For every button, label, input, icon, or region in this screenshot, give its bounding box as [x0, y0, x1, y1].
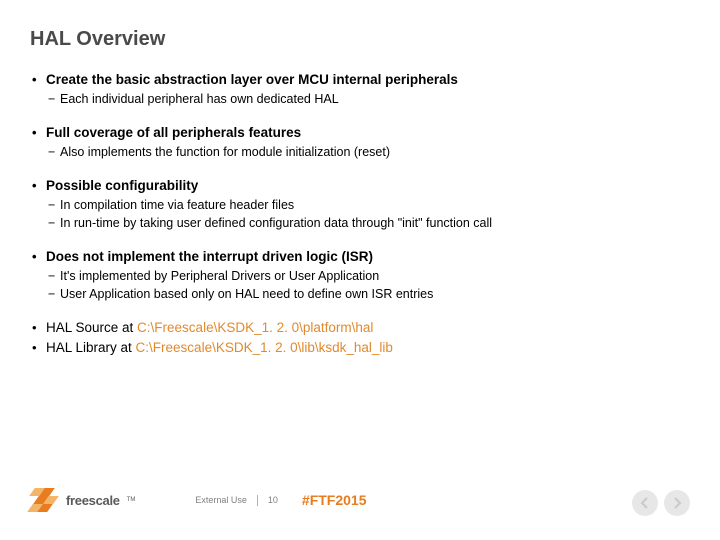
bullet-l1: Possible configurability — [30, 177, 690, 195]
path-prefix: HAL Source at — [46, 320, 137, 335]
trademark: TM — [127, 497, 136, 503]
nav-controls — [632, 490, 690, 516]
bullet-l2: In compilation time via feature header f… — [30, 197, 690, 214]
chevron-right-icon — [672, 497, 682, 509]
bullet-l1: Does not implement the interrupt driven … — [30, 248, 690, 266]
bullet-l2: It's implemented by Peripheral Drivers o… — [30, 268, 690, 285]
bullet-l2: Each individual peripheral has own dedic… — [30, 91, 690, 108]
bullet-l1: Full coverage of all peripherals feature… — [30, 124, 690, 142]
slide: HAL Overview Create the basic abstractio… — [0, 0, 720, 540]
bullet-l1: HAL Source at C:\Freescale\KSDK_1. 2. 0\… — [30, 319, 690, 337]
bullet-block: Possible configurability In compilation … — [30, 177, 690, 232]
bullet-block: Does not implement the interrupt driven … — [30, 248, 690, 303]
slide-content: Create the basic abstraction layer over … — [30, 71, 690, 358]
brand-name: freescale — [66, 493, 120, 508]
bullet-l2: In run-time by taking user defined confi… — [30, 215, 690, 232]
bullet-block: HAL Source at C:\Freescale\KSDK_1. 2. 0\… — [30, 319, 690, 357]
path-value: C:\Freescale\KSDK_1. 2. 0\lib\ksdk_hal_l… — [136, 340, 393, 355]
bullet-l2: Also implements the function for module … — [30, 144, 690, 161]
path-value: C:\Freescale\KSDK_1. 2. 0\platform\hal — [137, 320, 373, 335]
external-use-label: External Use — [195, 495, 247, 505]
footer: freescale TM External Use 10 #FTF2015 — [30, 480, 690, 520]
bullet-l1: Create the basic abstraction layer over … — [30, 71, 690, 89]
brand-logo: freescale TM — [30, 488, 135, 512]
hashtag: #FTF2015 — [302, 492, 367, 508]
bullet-l1: HAL Library at C:\Freescale\KSDK_1. 2. 0… — [30, 339, 690, 357]
path-prefix: HAL Library at — [46, 340, 136, 355]
chevron-left-icon — [640, 497, 650, 509]
next-button[interactable] — [664, 490, 690, 516]
slide-title: HAL Overview — [30, 28, 690, 51]
logo-icon — [30, 488, 60, 512]
page-number: 10 — [268, 495, 278, 505]
bullet-l2: User Application based only on HAL need … — [30, 286, 690, 303]
divider — [257, 495, 258, 506]
bullet-block: Create the basic abstraction layer over … — [30, 71, 690, 108]
footer-meta: External Use 10 #FTF2015 — [195, 492, 366, 508]
prev-button[interactable] — [632, 490, 658, 516]
bullet-block: Full coverage of all peripherals feature… — [30, 124, 690, 161]
